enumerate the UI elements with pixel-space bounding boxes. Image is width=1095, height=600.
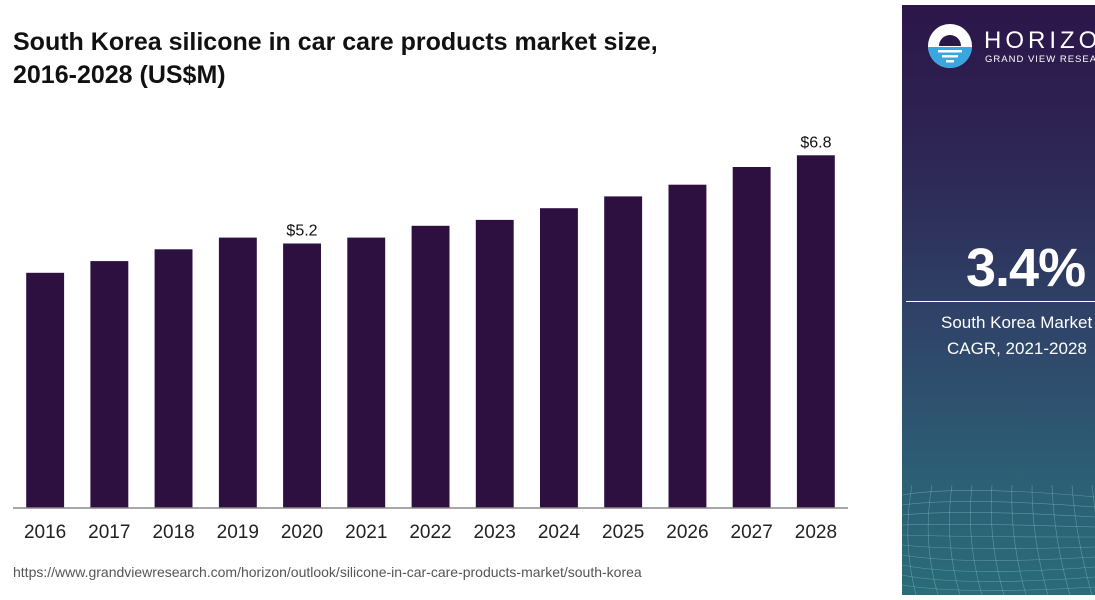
x-tick-label-2018: 2018 xyxy=(152,522,194,543)
cagr-value: 3.4% xyxy=(966,238,1086,298)
x-tick-label-2025: 2025 xyxy=(602,522,644,543)
logo-subtitle: GRAND VIEW RESEARCH xyxy=(985,54,1095,65)
chart-title-line-1: South Korea silicone in car care product… xyxy=(13,28,658,56)
bar-2024[interactable] xyxy=(540,208,578,508)
bar-2023[interactable] xyxy=(475,219,514,508)
bar-2028[interactable] xyxy=(796,155,835,509)
bar-chart: $5.2 $6.8 2016 2017 2018 2019 2020 2021 2022 202… xyxy=(13,134,848,543)
source-url[interactable]: https://www.grandviewresearch.com/horizo… xyxy=(13,564,642,580)
bar-2018[interactable] xyxy=(154,249,193,509)
x-tick-label-2024: 2024 xyxy=(538,522,581,543)
bar-2026[interactable] xyxy=(668,184,707,508)
horizon-logo: HORIZON GRAND VIEW RESEARCH xyxy=(927,23,1095,73)
logo-name: HORIZON xyxy=(984,27,1095,54)
x-tick-label-2028: 2028 xyxy=(795,522,837,543)
data-labels-group: $5.2 $6.8 xyxy=(286,134,831,239)
cagr-label-line-2: CAGR, 2021-2028 xyxy=(947,339,1087,358)
bar-2017[interactable] xyxy=(90,261,129,508)
chart-title: South Korea silicone in car care product… xyxy=(13,26,883,92)
data-label-2020: $5.2 xyxy=(286,223,317,240)
panel-divider xyxy=(906,301,1095,302)
data-label-2028: $6.8 xyxy=(800,134,831,151)
bar-2022[interactable] xyxy=(411,225,450,509)
decorative-mesh xyxy=(902,485,1095,595)
x-tick-label-2026: 2026 xyxy=(666,522,708,543)
horizon-side-panel: HORIZON GRAND VIEW RESEARCH 3.4% South K… xyxy=(902,5,1095,595)
bars-group xyxy=(26,155,835,509)
x-tick-label-2019: 2019 xyxy=(217,522,259,543)
bar-2027[interactable] xyxy=(732,167,771,508)
bar-2021[interactable] xyxy=(347,237,386,508)
x-tick-label-2027: 2027 xyxy=(731,522,773,543)
bar-2020[interactable] xyxy=(283,243,321,509)
x-tick-labels-group: 2016 2017 2018 2019 2020 2021 2022 2023 2024 2025… xyxy=(24,522,837,543)
x-tick-label-2023: 2023 xyxy=(474,522,516,543)
x-tick-label-2022: 2022 xyxy=(409,522,451,543)
x-tick-label-2021: 2021 xyxy=(345,522,387,543)
chart-title-line-2: 2016-2028 (US$M) xyxy=(13,61,226,89)
bar-2016[interactable] xyxy=(26,272,65,508)
x-tick-label-2017: 2017 xyxy=(88,522,130,543)
x-tick-label-2020: 2020 xyxy=(281,522,323,543)
x-tick-label-2016: 2016 xyxy=(24,522,66,543)
bar-2025[interactable] xyxy=(604,196,643,508)
cagr-label: South Korea Market CAGR, 2021-2028 xyxy=(941,310,1095,362)
cagr-label-line-1: South Korea Market xyxy=(941,313,1093,332)
horizon-logo-icon xyxy=(928,24,972,68)
bar-2019[interactable] xyxy=(218,237,257,508)
